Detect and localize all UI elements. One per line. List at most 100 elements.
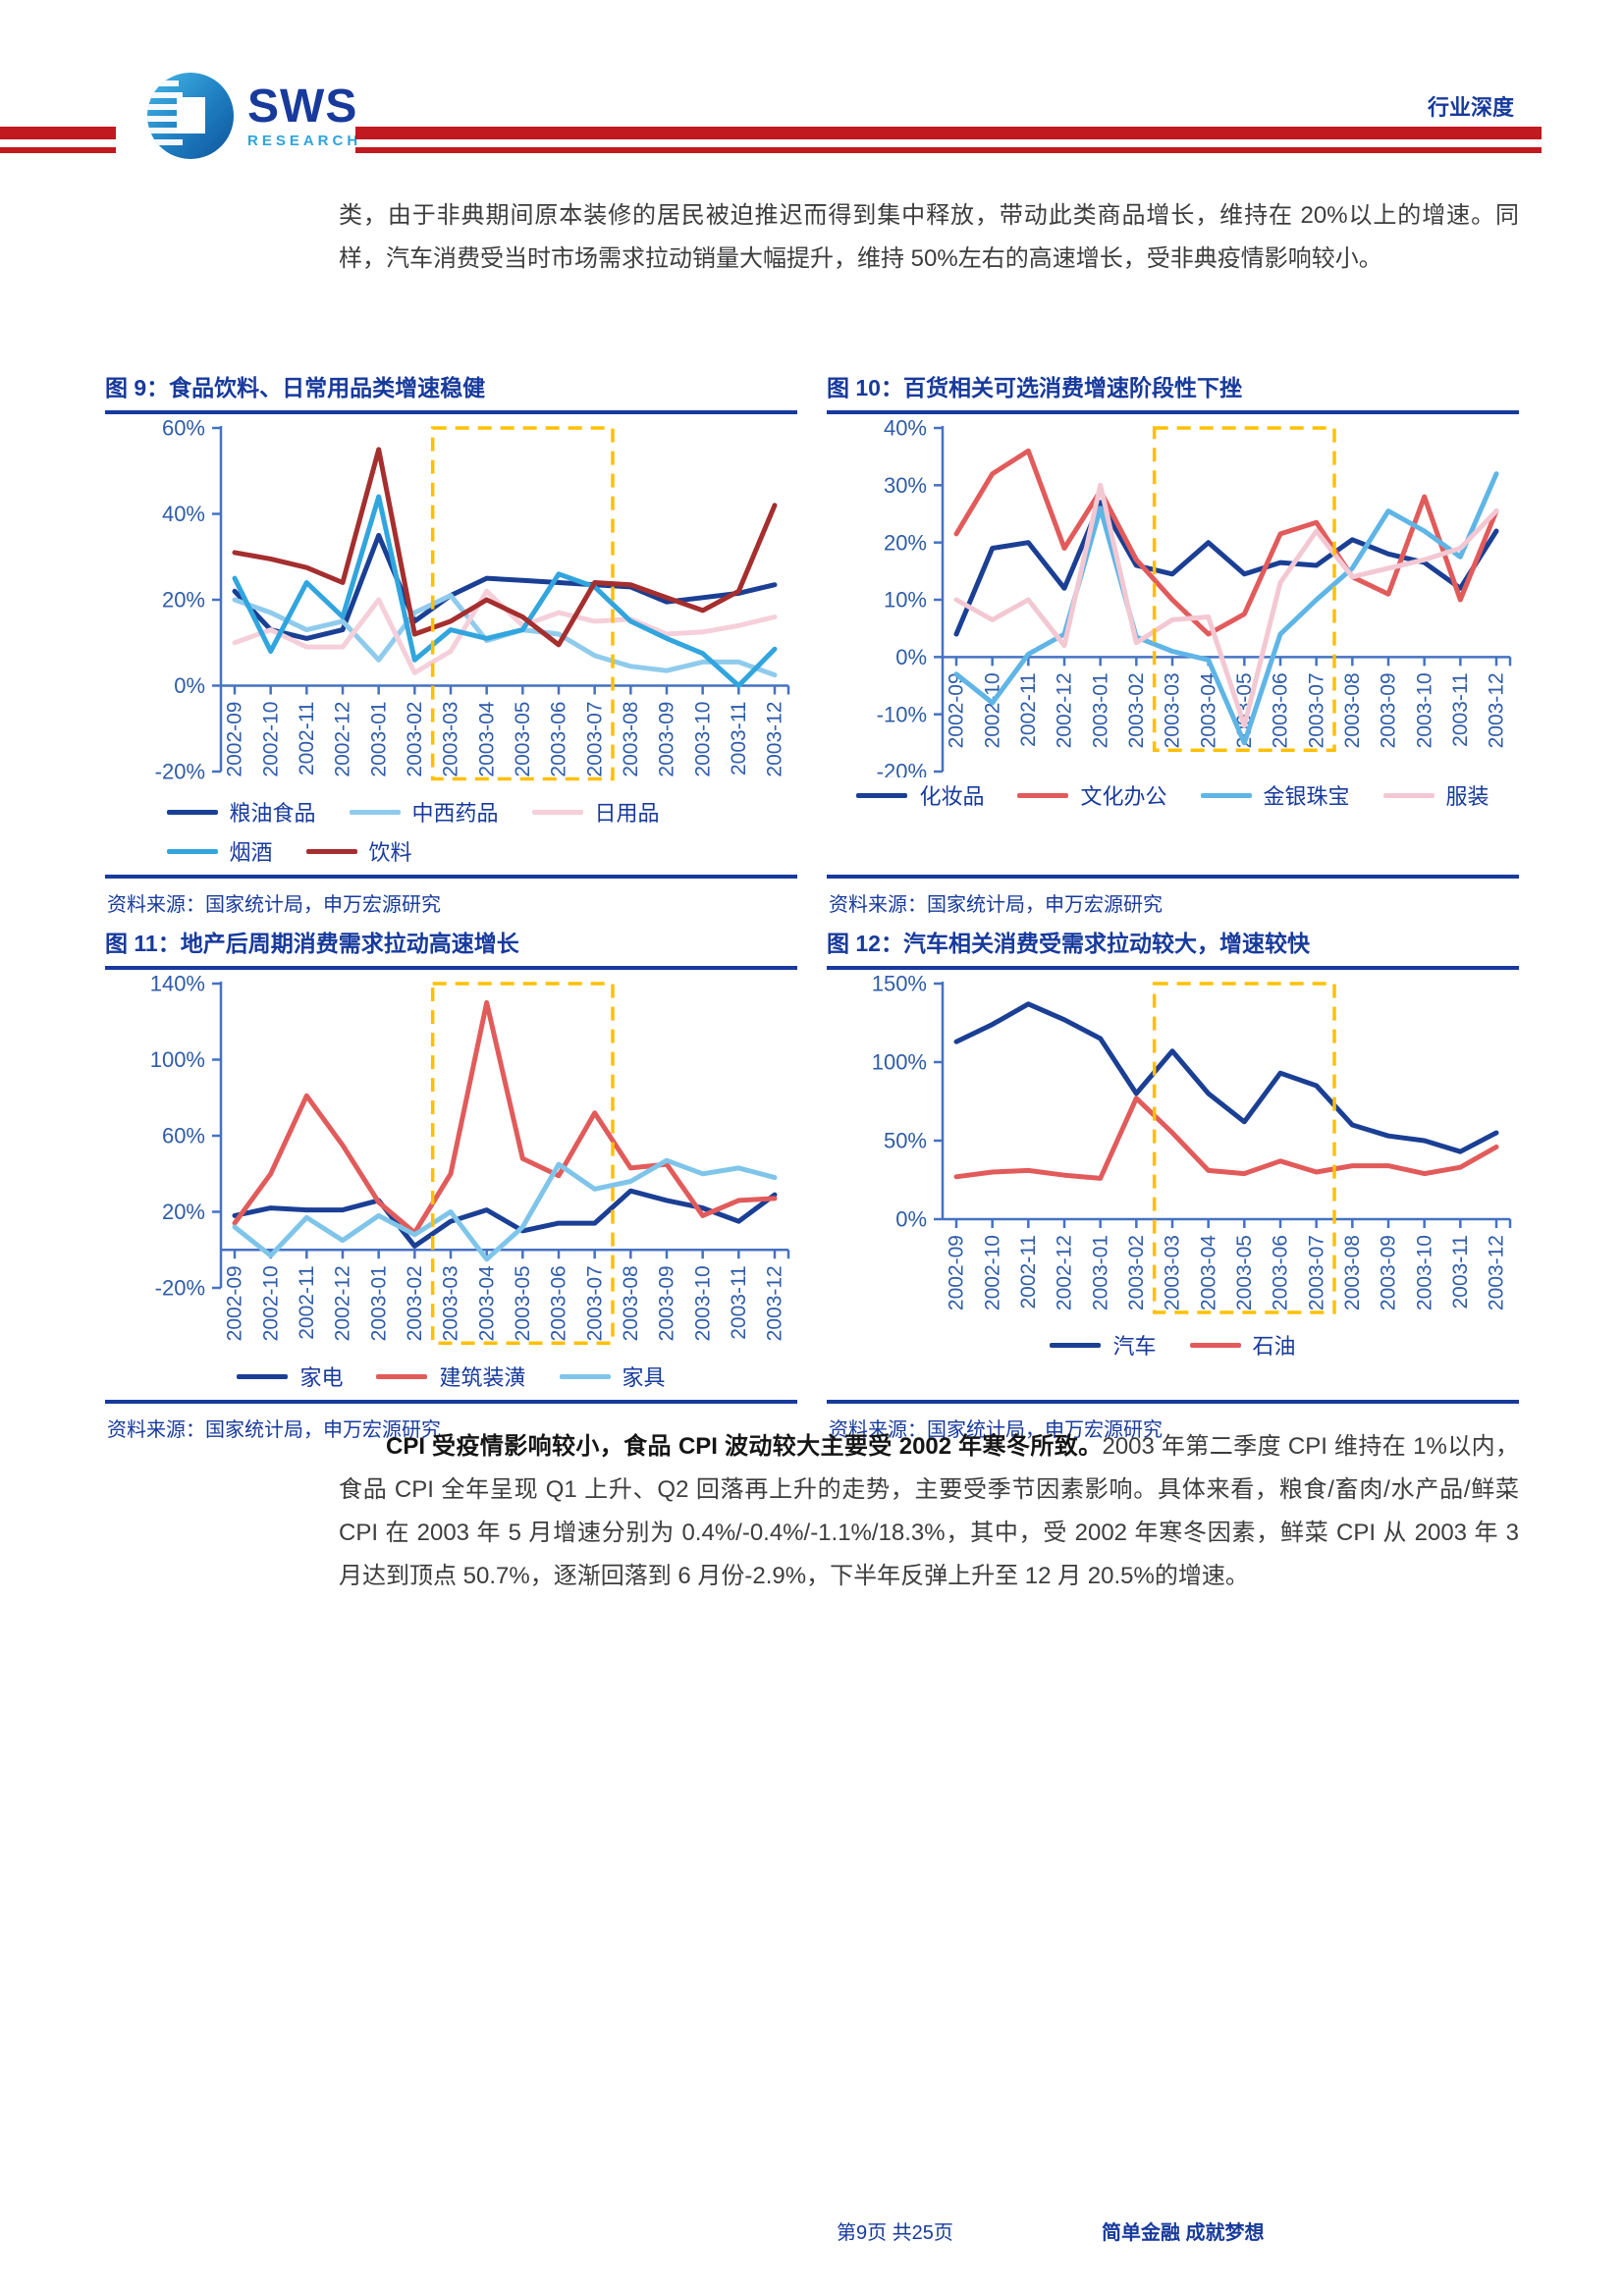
- brand-name: SWS: [247, 80, 358, 133]
- svg-text:60%: 60%: [162, 1124, 205, 1148]
- figure-9: 图 9：食品饮料、日常用品类增速稳健 60% 40% 20% 0% -20% 2002-0…: [105, 373, 797, 919]
- svg-text:150%: 150%: [872, 974, 927, 996]
- svg-text:2003-12: 2003-12: [1486, 1235, 1508, 1310]
- legend-swatch: [1189, 1342, 1241, 1348]
- svg-text:2003-08: 2003-08: [620, 1265, 642, 1341]
- svg-text:2003-11: 2003-11: [728, 702, 750, 776]
- figure-11-line-chart: 140% 100% 60% 20% -20% 2002-09 2002-10 2002-11 2…: [105, 974, 797, 1359]
- legend-label: 金银珠宝: [1263, 784, 1350, 809]
- svg-text:2003-08: 2003-08: [620, 702, 642, 777]
- legend-label: 粮油食品: [229, 801, 316, 826]
- svg-text:-20%: -20%: [155, 1276, 205, 1301]
- figure-10: 图 10：百货相关可选消费增速阶段性下挫 40% 30% 20% 10% 0% -10% -…: [827, 373, 1519, 919]
- figure-12: 图 12：汽车相关消费受需求拉动较大，增速较快 150% 100% 50% 0% 200…: [827, 929, 1519, 1444]
- svg-text:2003-07: 2003-07: [1305, 1235, 1327, 1310]
- svg-text:2002-09: 2002-09: [946, 1235, 968, 1310]
- svg-text:2003-09: 2003-09: [1378, 672, 1400, 748]
- svg-text:2002-12: 2002-12: [1054, 672, 1076, 748]
- svg-text:30%: 30%: [884, 473, 927, 498]
- svg-text:2003-03: 2003-03: [440, 702, 462, 777]
- legend-label: 饮料: [368, 840, 412, 865]
- svg-text:140%: 140%: [150, 974, 205, 996]
- legend-item: 化妆品: [856, 779, 984, 811]
- svg-text:2003-06: 2003-06: [548, 1265, 570, 1341]
- figure-11-source: 资料来源：国家统计局，申万宏源研究: [107, 1419, 441, 1441]
- figure-divider: [105, 875, 797, 879]
- figure-grid: 图 9：食品饮料、日常用品类增速稳健 60% 40% 20% 0% -20% 2002-0…: [105, 373, 1519, 1444]
- svg-text:40%: 40%: [162, 502, 205, 526]
- svg-text:2002-12: 2002-12: [1054, 1235, 1076, 1310]
- legend-swatch: [531, 809, 583, 815]
- svg-text:2003-09: 2003-09: [1378, 1235, 1400, 1310]
- figure-divider: [827, 1400, 1519, 1404]
- svg-text:2003-10: 2003-10: [691, 1265, 714, 1341]
- svg-text:2002-10: 2002-10: [259, 702, 282, 777]
- legend-swatch: [1382, 792, 1435, 798]
- figure-10-source: 资料来源：国家统计局，申万宏源研究: [829, 894, 1163, 916]
- figure-10-title: 图 10：百货相关可选消费增速阶段性下挫: [827, 373, 1519, 414]
- svg-text:2003-11: 2003-11: [1449, 672, 1472, 747]
- svg-text:2003-07: 2003-07: [583, 702, 606, 777]
- legend-label: 服装: [1445, 784, 1489, 809]
- header-red-bar-thin: [0, 147, 116, 153]
- svg-text:20%: 20%: [162, 588, 205, 613]
- svg-text:2003-07: 2003-07: [583, 1265, 606, 1341]
- legend-item: 中西药品: [349, 796, 499, 828]
- svg-text:2003-10: 2003-10: [1413, 672, 1435, 748]
- svg-text:2002-10: 2002-10: [981, 672, 1003, 748]
- legend-swatch: [166, 809, 218, 815]
- svg-text:2003-02: 2003-02: [404, 702, 426, 777]
- legend-label: 烟酒: [229, 840, 273, 865]
- svg-text:2002-11: 2002-11: [296, 1265, 318, 1340]
- svg-text:2002-12: 2002-12: [332, 1265, 354, 1341]
- figure-10-line-chart: 40% 30% 20% 10% 0% -10% -20% 2002-09 2002-10 2002…: [827, 418, 1519, 777]
- svg-text:10%: 10%: [884, 588, 927, 613]
- figure-10-legend: 化妆品 文化办公 金银珠宝 服装: [827, 779, 1519, 811]
- legend-label: 石油: [1252, 1334, 1296, 1359]
- figure-11-legend: 家电 建筑装潢 家具: [105, 1361, 797, 1392]
- svg-text:2003-06: 2003-06: [1270, 1235, 1292, 1310]
- analysis-paragraph: CPI 受疫情影响较小，食品 CPI 波动较大主要受 2002 年寒冬所致。20…: [339, 1425, 1519, 1598]
- svg-text:2003-05: 2003-05: [512, 702, 534, 777]
- legend-label: 家电: [299, 1365, 344, 1390]
- svg-text:2003-09: 2003-09: [656, 1265, 678, 1341]
- svg-text:2003-01: 2003-01: [367, 1265, 390, 1341]
- svg-text:0%: 0%: [895, 645, 927, 669]
- svg-text:2002-11: 2002-11: [1017, 672, 1040, 747]
- page-number: 第9页 共25页: [837, 2222, 953, 2244]
- svg-text:2003-01: 2003-01: [1089, 672, 1111, 748]
- legend-swatch: [349, 809, 401, 815]
- svg-text:2003-05: 2003-05: [1233, 1235, 1256, 1310]
- legend-item: 饮料: [305, 835, 412, 867]
- analysis-body: 2003 年第二季度 CPI 维持在 1%以内，食品 CPI 全年呈现 Q1 上…: [339, 1433, 1519, 1589]
- svg-text:-20%: -20%: [877, 760, 927, 777]
- legend-swatch: [376, 1373, 428, 1379]
- legend-item: 文化办公: [1017, 779, 1167, 811]
- svg-text:40%: 40%: [884, 418, 927, 441]
- footer-slogan: 简单金融 成就梦想: [1102, 2222, 1265, 2244]
- svg-text:2003-02: 2003-02: [404, 1265, 426, 1341]
- svg-text:2003-02: 2003-02: [1125, 1235, 1148, 1310]
- figure-12-title: 图 12：汽车相关消费受需求拉动较大，增速较快: [827, 929, 1519, 970]
- svg-text:2002-12: 2002-12: [332, 702, 354, 777]
- svg-text:2003-07: 2003-07: [1305, 672, 1327, 748]
- analysis-lead: CPI 受疫情影响较小，食品 CPI 波动较大主要受 2002 年寒冬所致。: [386, 1433, 1103, 1460]
- legend-label: 汽车: [1112, 1334, 1157, 1359]
- svg-text:2002-09: 2002-09: [946, 672, 968, 748]
- legend-swatch: [166, 848, 218, 854]
- svg-text:2003-12: 2003-12: [764, 1265, 786, 1341]
- legend-swatch: [1017, 792, 1069, 798]
- svg-text:60%: 60%: [162, 418, 205, 441]
- sws-logo: SWS RESEARCH: [145, 71, 361, 161]
- legend-label: 文化办公: [1080, 784, 1167, 809]
- svg-text:2003-12: 2003-12: [764, 702, 786, 777]
- svg-text:2003-04: 2003-04: [475, 1265, 498, 1341]
- svg-text:2002-09: 2002-09: [224, 1265, 246, 1341]
- legend-swatch: [559, 1373, 611, 1379]
- svg-text:-10%: -10%: [877, 702, 927, 726]
- svg-text:2003-11: 2003-11: [728, 1265, 750, 1340]
- legend-item: 烟酒: [166, 835, 273, 867]
- figure-12-legend: 汽车 石油: [827, 1329, 1519, 1361]
- sws-globe-icon: [147, 73, 234, 159]
